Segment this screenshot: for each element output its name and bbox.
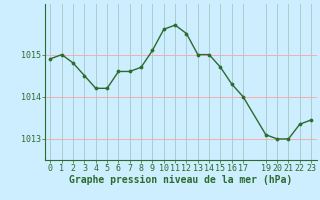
X-axis label: Graphe pression niveau de la mer (hPa): Graphe pression niveau de la mer (hPa) — [69, 175, 292, 185]
